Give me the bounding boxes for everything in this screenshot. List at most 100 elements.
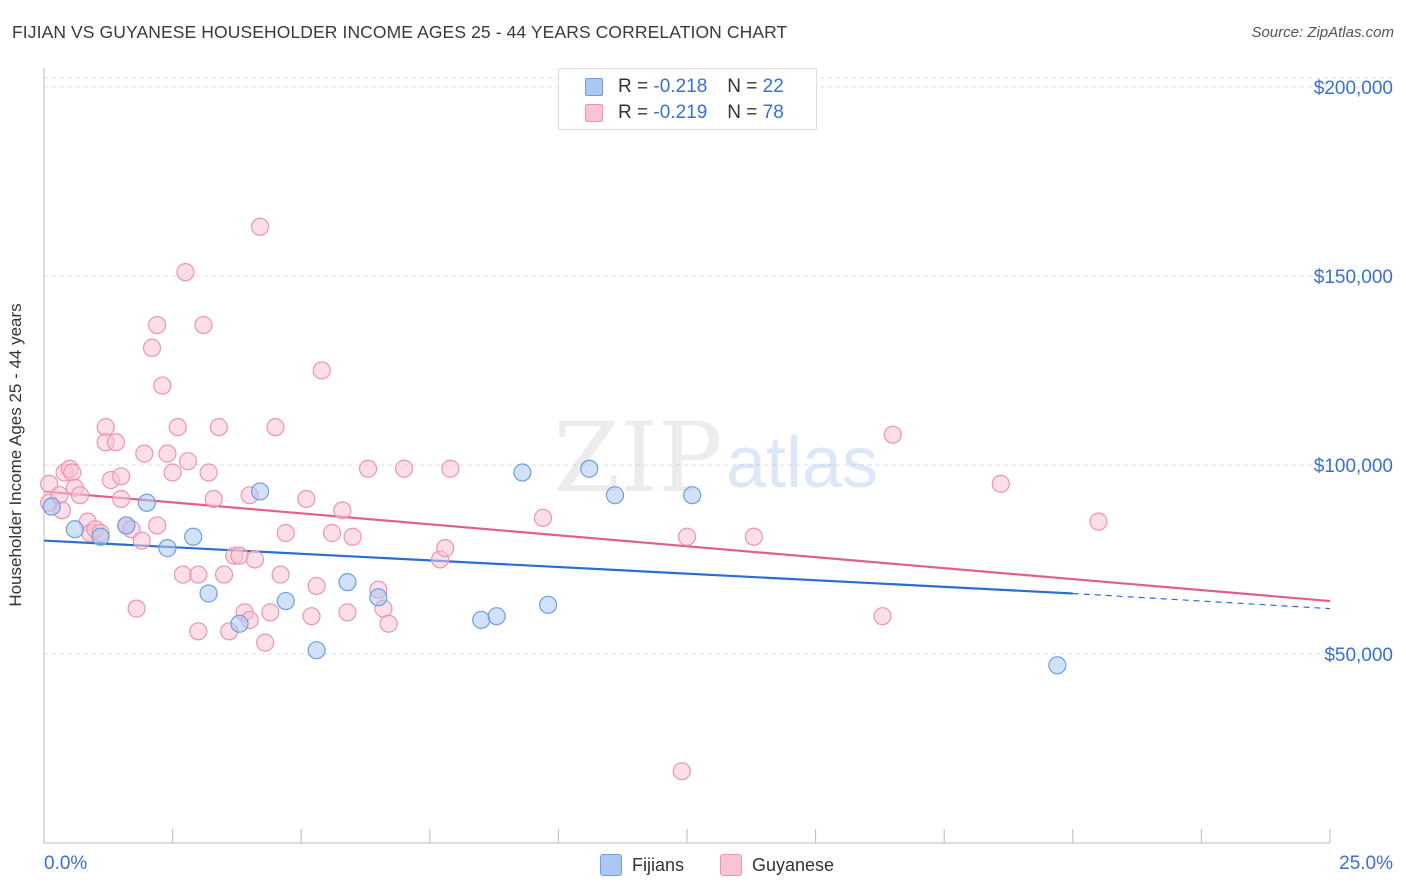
guyanese-point bbox=[230, 546, 249, 565]
r-label: R = bbox=[618, 76, 649, 97]
guyanese-point bbox=[379, 614, 398, 633]
guyanese-point bbox=[677, 527, 697, 546]
guyanese-point bbox=[991, 474, 1010, 493]
fijian-point bbox=[42, 497, 61, 516]
guyanese-point bbox=[204, 489, 223, 509]
n-label: N = bbox=[727, 76, 758, 97]
fijian-point bbox=[539, 595, 558, 614]
fijians-swatch bbox=[585, 78, 603, 96]
guyanese-point bbox=[63, 463, 82, 482]
guyanese-point bbox=[256, 633, 275, 652]
guyanese-point bbox=[194, 315, 213, 335]
fijian-point bbox=[199, 584, 218, 603]
guyanese-point bbox=[112, 467, 131, 486]
watermark: ZIP atlas bbox=[553, 402, 878, 514]
guyanese-point bbox=[302, 607, 321, 626]
r-value: -0.218 bbox=[653, 76, 708, 97]
legend-item-fijians[interactable]: Fijians bbox=[600, 852, 684, 878]
guyanese-point bbox=[744, 527, 763, 546]
guyanese-point bbox=[883, 425, 902, 444]
fijian-point bbox=[683, 486, 702, 505]
guyanese-point bbox=[271, 565, 290, 584]
guyanese-point bbox=[106, 433, 126, 452]
guyanese-point bbox=[343, 527, 362, 546]
guyanese-point bbox=[276, 523, 295, 543]
y-axis-label: Householder Income Ages 25 - 44 years bbox=[6, 303, 25, 607]
fijian-point bbox=[472, 610, 491, 630]
fijian-point bbox=[487, 607, 506, 626]
fijian-point bbox=[65, 520, 84, 539]
fijian-point bbox=[338, 573, 357, 592]
watermark-atlas: atlas bbox=[726, 423, 878, 503]
guyanese-point bbox=[153, 376, 172, 395]
guyanese-point bbox=[214, 565, 234, 584]
fijian-point bbox=[158, 539, 177, 558]
guyanese-point bbox=[250, 217, 270, 236]
y-tick-label: $200,000 bbox=[1314, 78, 1393, 99]
guyanese-point bbox=[394, 459, 414, 478]
fijian-point bbox=[513, 463, 532, 482]
guyanese-point bbox=[40, 474, 59, 493]
guyanese-point bbox=[176, 263, 195, 282]
guyanese-point bbox=[163, 463, 182, 482]
guyanese-point bbox=[168, 418, 187, 437]
fijians-trend-line bbox=[43, 539, 1073, 595]
fijian-point bbox=[250, 482, 270, 501]
guyanese-point bbox=[209, 418, 228, 437]
guyanese-trend-line bbox=[43, 490, 1331, 603]
legend-label-fijians: Fijians bbox=[632, 854, 685, 875]
guyanese-point bbox=[672, 762, 691, 781]
fijian-point bbox=[580, 459, 599, 478]
data-points bbox=[40, 217, 1108, 781]
guyanese-point bbox=[266, 418, 285, 437]
n-value: 78 bbox=[762, 102, 784, 123]
guyanese-point bbox=[312, 361, 331, 380]
guyanese-point bbox=[333, 501, 352, 520]
stats-row-fijians: R = -0.218 N = 22 bbox=[585, 75, 784, 99]
chart-title: FIJIAN VS GUYANESE HOUSEHOLDER INCOME AG… bbox=[12, 22, 788, 42]
guyanese-point bbox=[338, 603, 357, 622]
guyanese-point bbox=[1089, 512, 1108, 531]
tick-labels: $50,000 $100,000 $150,000 $200,000 0.0% 25.0% bbox=[44, 78, 1393, 874]
fijians-legend-swatch bbox=[600, 854, 622, 876]
guyanese-point bbox=[70, 486, 90, 505]
fijian-point bbox=[137, 493, 156, 512]
legend-item-guyanese[interactable]: Guyanese bbox=[720, 852, 834, 878]
grid-lines bbox=[44, 77, 1394, 655]
guyanese-point bbox=[127, 599, 146, 618]
fijian-point bbox=[369, 588, 388, 607]
fijian-point bbox=[307, 641, 326, 660]
x-tick-label: 0.0% bbox=[44, 853, 87, 874]
guyanese-point bbox=[148, 516, 167, 535]
fijian-point bbox=[230, 614, 249, 633]
guyanese-point bbox=[189, 622, 208, 641]
fijian-point bbox=[184, 527, 203, 546]
x-tick-label: 25.0% bbox=[1339, 853, 1393, 874]
guyanese-point bbox=[132, 531, 151, 550]
axes bbox=[43, 68, 1331, 844]
guyanese-point bbox=[436, 539, 455, 558]
guyanese-point bbox=[135, 444, 154, 463]
guyanese-point bbox=[158, 444, 177, 463]
guyanese-point bbox=[173, 565, 192, 584]
y-tick-label: $150,000 bbox=[1314, 267, 1393, 288]
fijians-trend-extension bbox=[1072, 592, 1331, 610]
source-label: Source: ZipAtlas.com bbox=[1251, 24, 1394, 41]
stats-legend: R = -0.218 N = 22 R = -0.219 N = 78 bbox=[558, 68, 817, 130]
y-tick-label: $50,000 bbox=[1324, 645, 1393, 666]
fijian-point bbox=[1048, 656, 1067, 675]
guyanese-point bbox=[199, 463, 218, 482]
y-tick-label: $100,000 bbox=[1314, 456, 1393, 477]
guyanese-point bbox=[142, 338, 162, 357]
stats-row-guyanese: R = -0.219 N = 78 bbox=[585, 101, 784, 125]
trend-lines bbox=[43, 490, 1331, 610]
guyanese-point bbox=[245, 550, 265, 569]
guyanese-point bbox=[873, 607, 892, 626]
guyanese-point bbox=[297, 489, 316, 509]
guyanese-point bbox=[148, 315, 167, 335]
legend-label-guyanese: Guyanese bbox=[752, 854, 835, 875]
guyanese-point bbox=[441, 459, 460, 478]
guyanese-point bbox=[261, 603, 280, 622]
guyanese-point bbox=[189, 565, 208, 584]
